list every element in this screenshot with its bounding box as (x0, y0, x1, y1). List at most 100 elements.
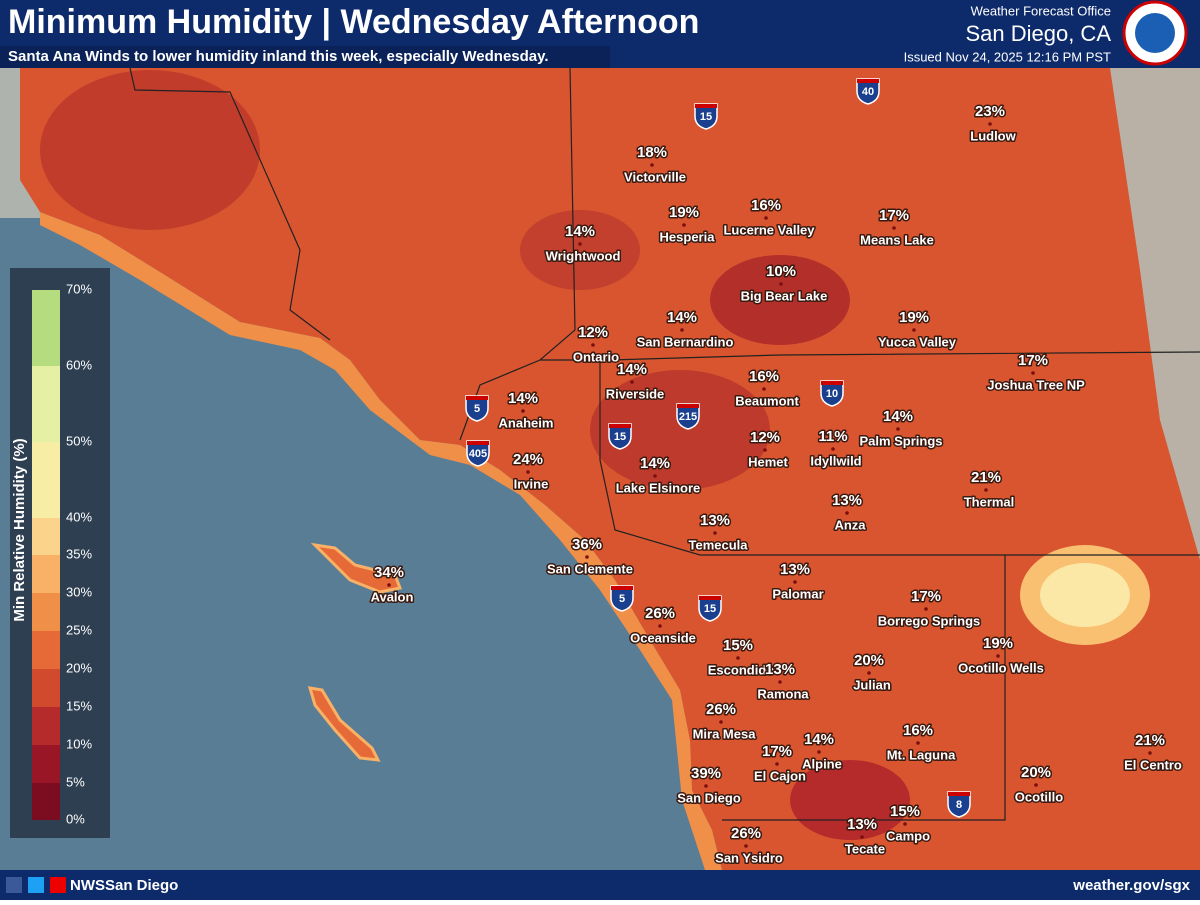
city-value: 12% (750, 429, 780, 446)
city-dot (1034, 783, 1038, 787)
city-value: 14% (667, 309, 697, 326)
city-dot (793, 580, 797, 584)
legend-band (32, 707, 60, 745)
city-dot (526, 470, 530, 474)
interstate-number: 8 (956, 799, 962, 811)
city-value: 18% (637, 144, 667, 161)
city-value: 26% (731, 825, 761, 842)
city-dot (916, 741, 920, 745)
city-name: Irvine (514, 476, 549, 491)
legend-band (32, 631, 60, 669)
city-name: Mira Mesa (693, 726, 757, 741)
footer-url: weather.gov/sgx (1072, 877, 1190, 894)
city-value: 17% (879, 207, 909, 224)
city-name: Riverside (606, 386, 665, 401)
interstate-number: 15 (614, 431, 626, 443)
city-name: Palomar (772, 586, 823, 601)
interstate-shield (856, 78, 880, 105)
city-name: Hemet (748, 454, 788, 469)
city-name: Borrego Springs (878, 613, 981, 628)
city-value: 26% (706, 701, 736, 718)
footer-handle: NWSSan Diego (70, 877, 178, 894)
interstate-number: 10 (826, 388, 838, 400)
city-value: 14% (883, 408, 913, 425)
interstate-cap (466, 396, 488, 400)
twitter-icon (28, 877, 44, 893)
legend-label: 0% (66, 811, 85, 826)
legend-band (32, 290, 60, 366)
city-value: 14% (565, 223, 595, 240)
interstate-cap (467, 441, 489, 445)
dry-area (710, 255, 850, 345)
city-value: 23% (975, 103, 1005, 120)
city-name: Anza (834, 517, 866, 532)
city-value: 13% (847, 816, 877, 833)
city-value: 24% (513, 451, 543, 468)
city-dot (585, 555, 589, 559)
city-name: Thermal (964, 494, 1015, 509)
county-line (129, 67, 331, 341)
city-name: Mt. Laguna (887, 747, 956, 762)
city-name: Ocotillo Wells (958, 660, 1044, 675)
city-dot (763, 448, 767, 452)
dry-area (40, 70, 260, 230)
city-dot (831, 447, 835, 451)
interstate-shield (610, 585, 634, 612)
city-dot (591, 343, 595, 347)
city-name: Escondido (708, 662, 775, 677)
city-dot (775, 762, 779, 766)
city-dot (680, 328, 684, 332)
city-dot (996, 654, 1000, 658)
interstate-shield (698, 595, 722, 622)
city-value: 17% (911, 588, 941, 605)
city-value: 17% (762, 743, 792, 760)
legend-band (32, 745, 60, 783)
legend-label: 40% (66, 509, 92, 524)
youtube-icon (50, 877, 66, 893)
city-value: 34% (374, 564, 404, 581)
city-name: Temecula (688, 537, 748, 552)
city-value: 26% (645, 605, 675, 622)
city-name: Anaheim (499, 415, 554, 430)
facebook-icon (6, 877, 22, 893)
city-name: Big Bear Lake (741, 288, 828, 303)
city-value: 21% (971, 469, 1001, 486)
legend-band (32, 555, 60, 593)
city-value: 19% (899, 309, 929, 326)
city-value: 19% (669, 204, 699, 221)
issued: Issued Nov 24, 2025 12:16 PM PST (904, 49, 1111, 64)
island (307, 686, 381, 762)
island (310, 542, 403, 594)
city-name: El Cajon (754, 768, 806, 783)
city-dot (860, 835, 864, 839)
city-dot (903, 822, 907, 826)
city-name: Oceanside (630, 630, 696, 645)
city-dot (912, 328, 916, 332)
legend-band (32, 518, 60, 555)
city-dot (867, 671, 871, 675)
legend-label: 10% (66, 736, 92, 751)
city-dot (653, 474, 657, 478)
interstate-number: 15 (700, 111, 712, 123)
city-name: Hesperia (660, 229, 716, 244)
city-name: Ocotillo (1015, 789, 1063, 804)
interstate-shield (676, 403, 700, 430)
interstate-cap (948, 792, 970, 796)
city-name: Campo (886, 828, 930, 843)
interstate-cap (699, 596, 721, 600)
city-value: 16% (751, 197, 781, 214)
legend-band (32, 669, 60, 707)
city-name: Ludlow (970, 128, 1016, 143)
interstate-number: 15 (704, 603, 716, 615)
city-name: Palm Springs (859, 433, 942, 448)
legend-band (32, 442, 60, 518)
city-dot (387, 583, 391, 587)
subtitle: Santa Ana Winds to lower humidity inland… (8, 48, 549, 65)
city-name: Joshua Tree NP (987, 377, 1085, 392)
city-dot (630, 380, 634, 384)
interstate-shield (465, 395, 489, 422)
legend-label: 30% (66, 584, 92, 599)
city-dot (924, 607, 928, 611)
legend-label: 25% (66, 622, 92, 637)
